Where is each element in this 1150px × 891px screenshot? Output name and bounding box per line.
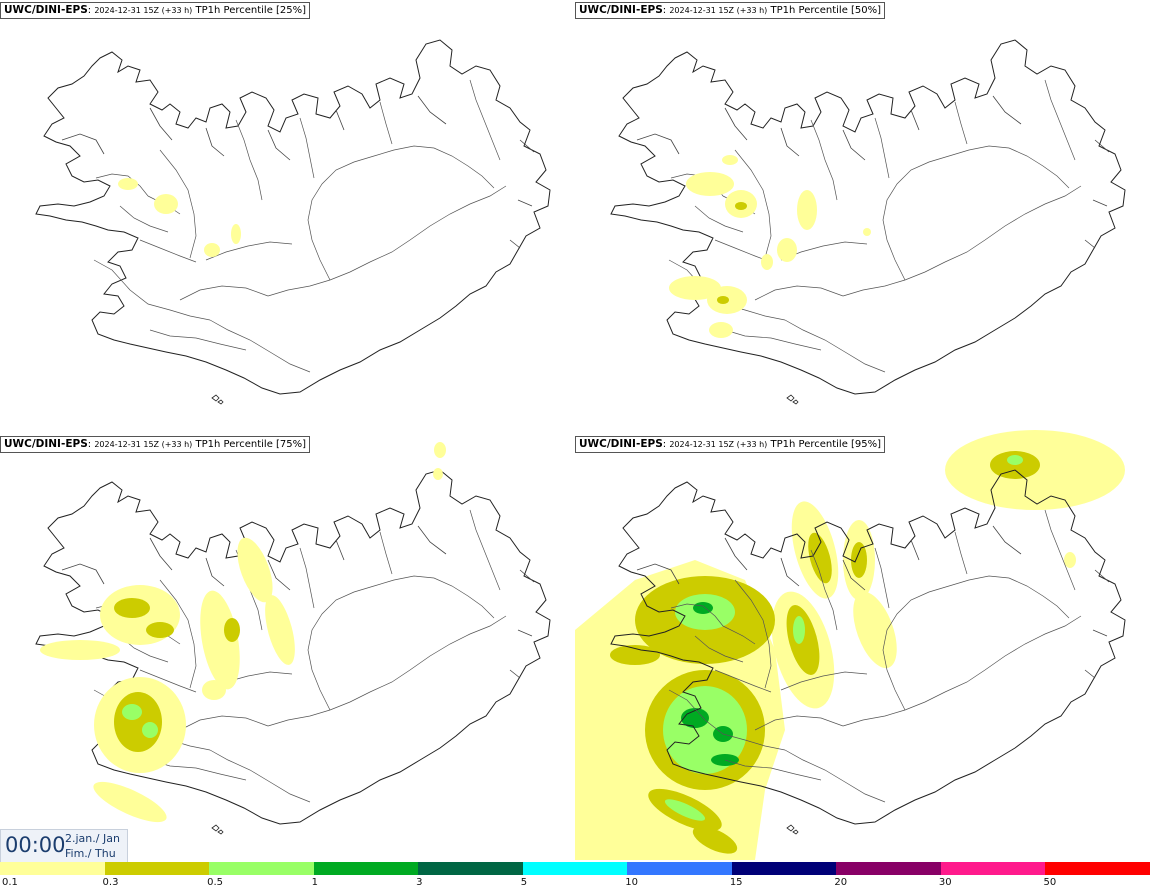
colorbar-swatch [0,862,105,875]
iceland-outline [35,39,551,405]
precip-field [40,442,446,823]
colorbar-tick-label: 30 [938,877,952,888]
map-panel-p95: UWC/DINI-EPS: 2024-12-31 15Z (+33 h) TP1… [575,430,1150,860]
colorbar-tick-label: 5 [520,877,528,888]
colorbar-swatch [209,862,314,875]
colorbar-tick-label: 15 [729,877,743,888]
map-p50 [610,39,1126,405]
map-p95 [575,430,1126,860]
panel-title: UWC/DINI-EPS: 2024-12-31 15Z (+33 h) TP1… [575,436,886,453]
precip-field [118,178,241,257]
panel-title: UWC/DINI-EPS: 2024-12-31 15Z (+33 h) TP1… [575,2,886,19]
colorbar-tick-label: 3 [416,877,423,888]
colorbar-tick-label: 20 [834,877,848,888]
colorbar-swatch [627,862,732,875]
valid-time-clock: 00:00 [5,833,66,857]
colorbar-swatch [731,862,837,875]
valid-date-line2: Fim./ Thu [65,847,116,860]
colorbar-swatch [940,862,1046,875]
colorbar-ticks: 0.1 0.3 0.5 1 3 5 10 15 20 30 50 [0,877,1150,891]
colorbar-swatch [104,862,210,875]
valid-date-line1: 2.jan./ Jan [65,832,120,845]
precip-field [575,430,1125,860]
panel-title: UWC/DINI-EPS: 2024-12-31 15Z (+33 h) TP1… [0,2,311,19]
map-p25 [35,39,551,405]
colorbar-swatch [522,862,628,875]
colorbar-tick-label: 0.3 [102,877,119,888]
map-panel-p25: UWC/DINI-EPS: 2024-12-31 15Z (+33 h) TP1… [0,0,575,430]
colorbar-tick-label: 0.5 [207,877,223,888]
iceland-outline [610,39,1126,405]
valid-time-box: 00:00 2.jan./ Jan Fim./ Thu [0,829,128,864]
colorbar-swatch [418,862,523,875]
colorbar-swatch [1045,862,1150,875]
colorbar-swatch [836,862,941,875]
map-p75 [35,442,551,835]
map-panel-p50: UWC/DINI-EPS: 2024-12-31 15Z (+33 h) TP1… [575,0,1150,430]
colorbar-tick-label: 1 [311,877,318,888]
map-panel-p75: UWC/DINI-EPS: 2024-12-31 15Z (+33 h) TP1… [0,430,575,860]
colorbar-tick-label: 50 [1043,877,1057,888]
colorbar-tick-label: 0.1 [2,877,18,888]
precip-field [669,155,871,338]
colorbar-swatch [313,862,419,875]
panel-title: UWC/DINI-EPS: 2024-12-31 15Z (+33 h) TP1… [0,436,311,453]
precip-colorbar [0,862,1150,875]
colorbar-tick-label: 10 [625,877,638,888]
